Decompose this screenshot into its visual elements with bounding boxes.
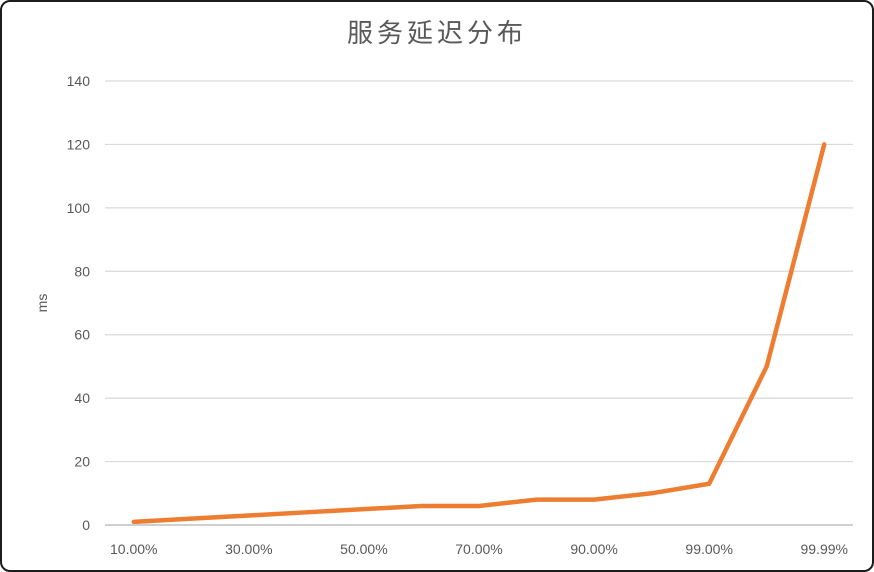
x-tick-label: 50.00% <box>340 541 387 557</box>
x-tick-label: 99.99% <box>800 541 847 557</box>
y-tick-label: 40 <box>74 390 90 406</box>
x-tick-label: 90.00% <box>570 541 617 557</box>
x-tick-label: 99.00% <box>685 541 732 557</box>
y-tick-label: 60 <box>74 327 90 343</box>
y-tick-label: 140 <box>67 73 91 89</box>
x-tick-label: 10.00% <box>110 541 157 557</box>
y-tick-label: 120 <box>67 136 91 152</box>
chart-title: 服务延迟分布 <box>346 18 527 48</box>
latency-series-line <box>131 142 827 525</box>
y-tick-label: 100 <box>67 200 91 216</box>
y-tick-label: 0 <box>82 517 90 533</box>
y-axis-title: ms <box>34 294 50 313</box>
y-tick-label: 80 <box>74 263 90 279</box>
x-tick-label: 30.00% <box>225 541 272 557</box>
y-tick-label: 20 <box>74 454 90 470</box>
x-tick-label: 70.00% <box>455 541 502 557</box>
